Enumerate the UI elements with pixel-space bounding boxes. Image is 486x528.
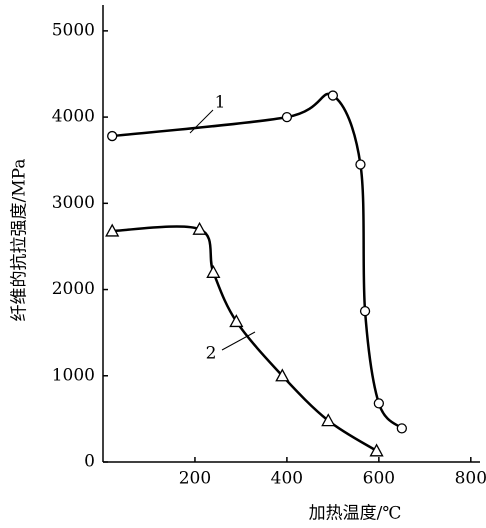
- y-tick-label: 2000: [52, 279, 95, 299]
- marker: [107, 130, 118, 142]
- marker: [321, 413, 336, 427]
- series-label: 1: [215, 93, 226, 113]
- series-label: 2: [206, 344, 217, 364]
- y-tick-label: 0: [84, 452, 95, 472]
- marker: [369, 443, 384, 457]
- series-line: [112, 92, 403, 430]
- marker: [359, 305, 371, 317]
- marker: [206, 264, 221, 278]
- marker: [275, 368, 290, 382]
- marker: [229, 314, 244, 328]
- leader-line: [189, 109, 214, 134]
- marker: [192, 221, 207, 235]
- x-tick-label: 600: [363, 469, 395, 489]
- y-tick-label: 3000: [52, 193, 95, 213]
- y-tick-label: 1000: [52, 365, 95, 385]
- x-tick-label: 400: [271, 469, 303, 489]
- y-tick-label: 5000: [52, 20, 95, 40]
- x-axis-label: 加热温度/℃: [309, 504, 402, 524]
- series-line: [112, 225, 378, 452]
- x-tick-label: 800: [455, 469, 486, 489]
- marker: [327, 90, 339, 101]
- marker: [105, 223, 120, 237]
- marker: [373, 398, 385, 409]
- marker: [281, 111, 293, 123]
- y-tick-label: 4000: [52, 107, 95, 127]
- y-axis-label: 纤维的抗拉强度/MPa: [10, 159, 30, 322]
- x-tick-label: 200: [179, 469, 211, 489]
- marker: [396, 423, 407, 434]
- marker: [355, 159, 366, 170]
- leader-line: [221, 331, 256, 351]
